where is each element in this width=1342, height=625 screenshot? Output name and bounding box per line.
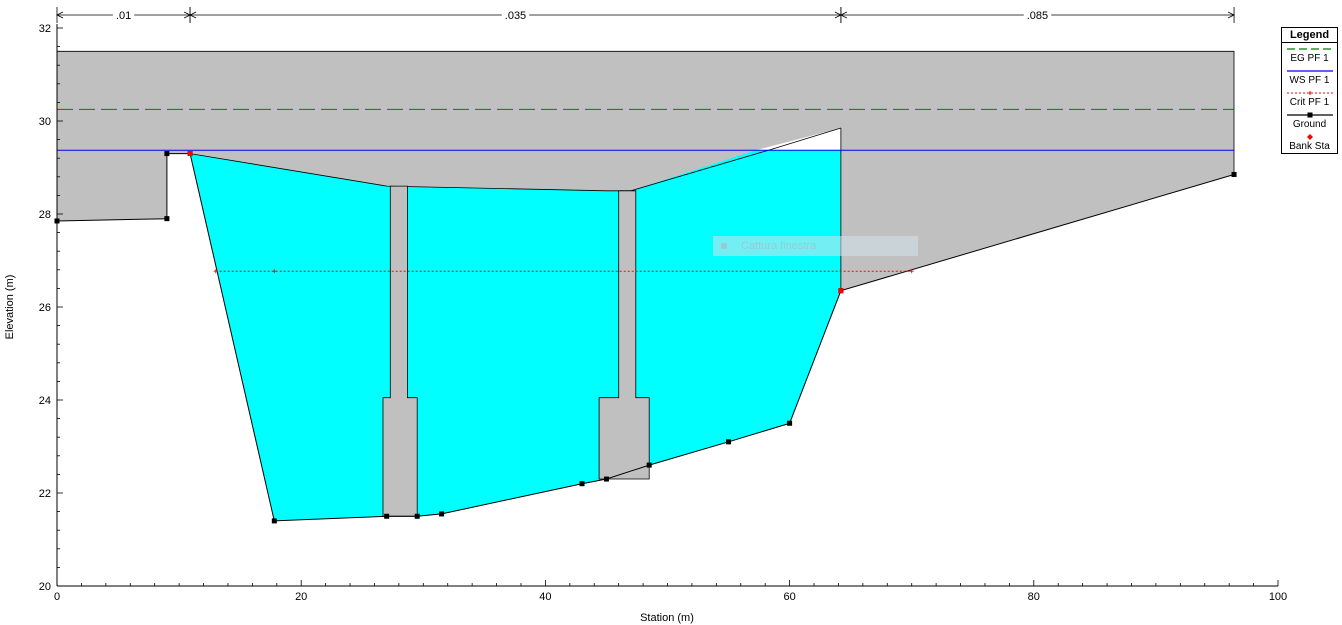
n-value-label-1: .035 <box>505 10 526 22</box>
x-tick-label: 0 <box>54 591 60 603</box>
y-tick-label: 26 <box>39 302 51 314</box>
crit-marker-1 <box>272 269 277 274</box>
ground-point-10 <box>646 462 652 468</box>
legend-entry-eg: EG PF 1 <box>1282 44 1337 66</box>
legend-label-eg: EG PF 1 <box>1290 53 1329 64</box>
legend-label-bank: Bank Sta <box>1289 141 1330 152</box>
y-tick-label: 32 <box>39 23 51 35</box>
y-tick-label: 30 <box>39 116 51 128</box>
crit-marker-2 <box>909 269 914 274</box>
crit-marker-0 <box>213 269 218 274</box>
x-tick-label: 100 <box>1269 591 1287 603</box>
legend-label-ground: Ground <box>1292 119 1327 130</box>
legend-ground-swatch <box>1287 112 1333 118</box>
y-axis-title: Elevation (m) <box>4 275 16 340</box>
window-capture-label: Cattura finestra <box>741 240 817 252</box>
x-tick-label: 20 <box>295 591 307 603</box>
n-label-bg-0 <box>112 10 135 20</box>
legend-ws-swatch <box>1287 70 1333 72</box>
ground-point-4 <box>271 518 277 524</box>
legend-entry-ground: Ground <box>1282 110 1337 132</box>
legend-bank-swatch <box>1307 134 1313 140</box>
ground-point-2 <box>164 151 170 157</box>
legend-entry-crit: Crit PF 1 <box>1282 88 1337 110</box>
ground-point-9 <box>603 476 609 482</box>
bank-station-0 <box>187 151 193 157</box>
dry-gap <box>755 128 841 151</box>
n-value-label-2: .085 <box>1027 10 1048 22</box>
pier-2 <box>598 190 650 480</box>
window-capture-tooltip[interactable]: Cattura finestra <box>713 236 918 256</box>
x-axis-title: Station (m) <box>640 612 694 624</box>
n-label-bg-2 <box>1023 10 1052 20</box>
ground-point-5 <box>384 513 390 519</box>
ground-point-11 <box>726 439 732 445</box>
legend-eg-swatch <box>1287 48 1333 50</box>
legend-entry-ws: WS PF 1 <box>1282 66 1337 88</box>
legend-title: Legend <box>1282 28 1337 43</box>
legend-label-crit: Crit PF 1 <box>1289 97 1330 108</box>
water-area <box>190 150 841 521</box>
ground-point-7 <box>439 511 445 517</box>
legend-label-ws: WS PF 1 <box>1289 75 1330 86</box>
legend-entry-bank: Bank Sta <box>1282 132 1337 154</box>
ground-point-8 <box>579 481 585 487</box>
capture-icon <box>721 243 727 250</box>
ground-point-6 <box>414 513 420 519</box>
ground-point-1 <box>164 216 170 222</box>
x-tick-label: 60 <box>783 591 795 603</box>
n-value-label-0: .01 <box>116 10 131 22</box>
y-tick-label: 20 <box>39 581 51 593</box>
x-tick-label: 80 <box>1028 591 1040 603</box>
y-tick-label: 24 <box>39 395 51 407</box>
y-tick-label: 28 <box>39 209 51 221</box>
ground-point-12 <box>787 420 793 426</box>
n-label-bg-1 <box>501 10 530 20</box>
bank-station-1 <box>838 288 844 294</box>
ground-point-14 <box>1231 171 1237 177</box>
y-tick-label: 22 <box>39 488 51 500</box>
legend-crit-swatch <box>1287 91 1333 95</box>
legend: Legend EG PF 1 WS PF 1 Crit PF 1 Ground … <box>1281 27 1338 154</box>
x-tick-label: 40 <box>539 591 551 603</box>
